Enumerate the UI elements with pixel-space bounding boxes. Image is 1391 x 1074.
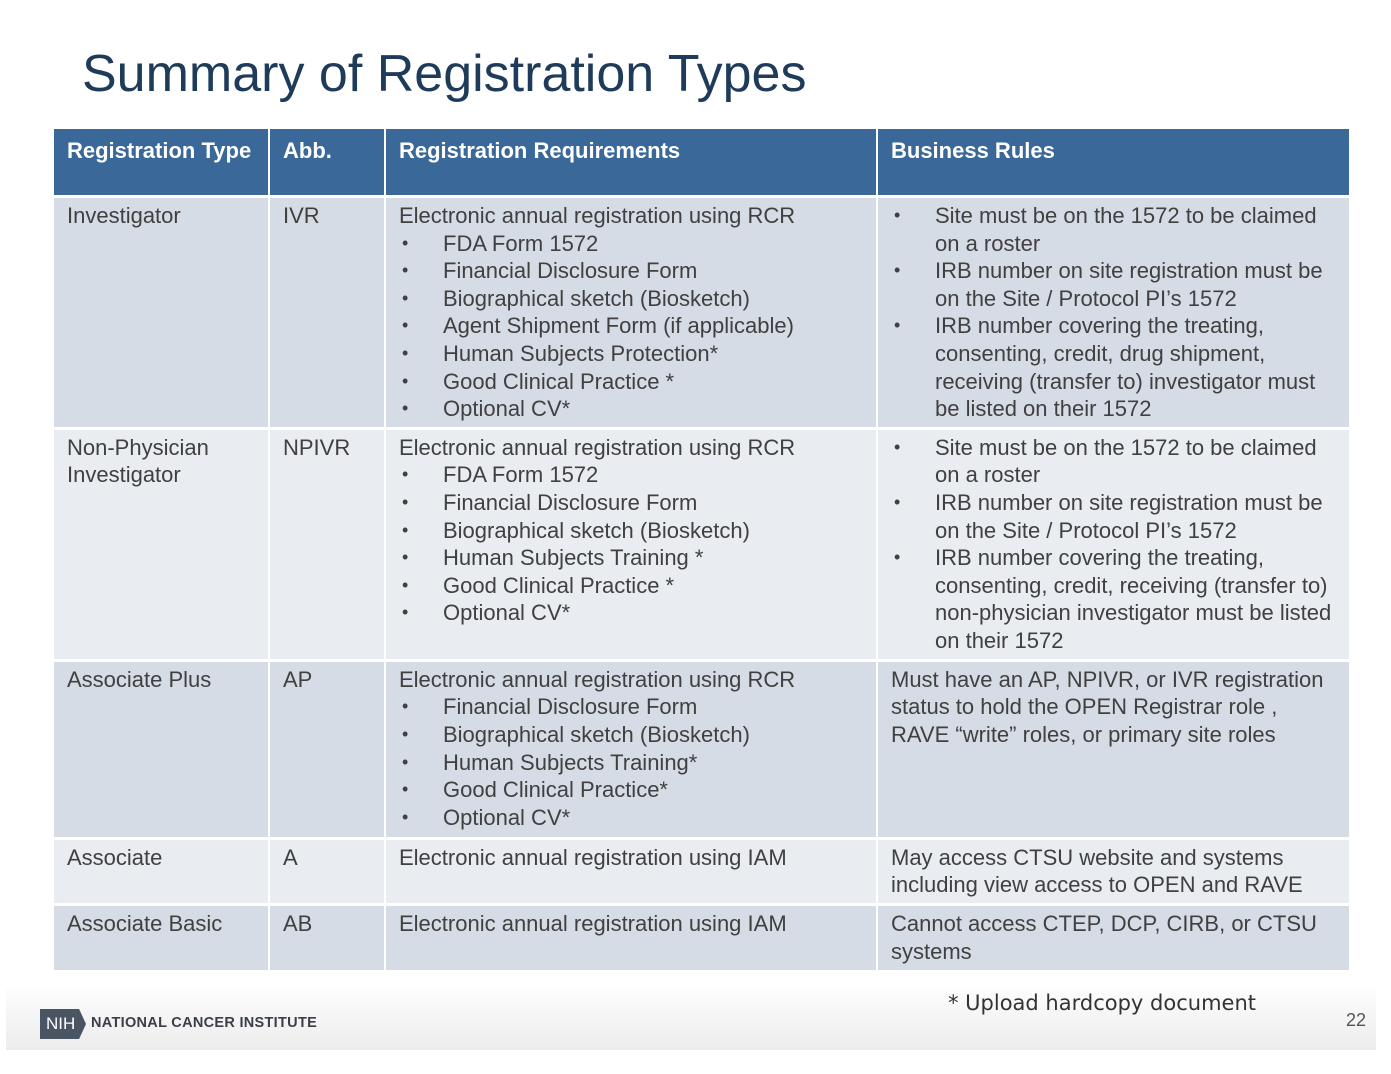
requirement-item: Biographical sketch (Biosketch)	[399, 517, 864, 545]
registration-type: Associate Basic	[54, 905, 268, 970]
requirements-cell: Electronic annual registration using IAM	[386, 905, 876, 970]
requirements-intro: Electronic annual registration using IAM	[399, 910, 787, 936]
requirement-item: Good Clinical Practice *	[399, 368, 864, 396]
nih-logo: NIH	[40, 1009, 86, 1039]
registration-type: Non-Physician Investigator	[54, 429, 268, 659]
requirements-intro: Electronic annual registration using RCR	[399, 203, 796, 228]
requirement-item: Optional CV*	[399, 599, 864, 627]
rule-item: IRB number on site registration must be …	[891, 489, 1337, 544]
requirement-item: Good Clinical Practice*	[399, 776, 864, 804]
rules-list: Site must be on the 1572 to be claimed o…	[891, 434, 1337, 655]
column-header: Registration Type	[54, 129, 268, 195]
requirements-cell: Electronic annual registration using RCR…	[386, 661, 876, 837]
rules-list: Site must be on the 1572 to be claimed o…	[891, 202, 1337, 423]
rule-text: Must have an AP, NPIVR, or IVR registrat…	[891, 666, 1324, 747]
registration-type: Associate	[54, 839, 268, 903]
requirement-item: Financial Disclosure Form	[399, 257, 864, 285]
abbreviation: IVR	[270, 198, 384, 427]
organization: NATIONAL CANCER INSTITUTE	[91, 1015, 318, 1031]
registration-table: Registration Type Abb. Registration Requir…	[52, 126, 1351, 973]
rule-text: May access CTSU website and systems incl…	[891, 844, 1303, 898]
rule-item: IRB number covering the treating, consen…	[891, 544, 1337, 654]
table-row: Investigator IVR Electronic annual registr…	[54, 198, 1349, 427]
requirement-item: Human Subjects Protection*	[399, 340, 864, 368]
requirements-cell: Electronic annual registration using RCR…	[386, 198, 876, 427]
requirements-list: Financial Disclosure FormBiographical sk…	[399, 693, 864, 831]
rules-cell: Must have an AP, NPIVR, or IVR registrat…	[878, 661, 1349, 837]
table-row: Associate A Electronic annual registration…	[54, 839, 1349, 903]
rules-cell: Cannot access CTEP, DCP, CIRB, or CTSU s…	[878, 905, 1349, 970]
requirement-item: Biographical sketch (Biosketch)	[399, 721, 864, 749]
column-header: Abb.	[270, 129, 384, 195]
requirements-cell: Electronic annual registration using IAM	[386, 839, 876, 903]
slide-title: Summary of Registration Types	[82, 45, 807, 103]
requirements-intro: Electronic annual registration using RCR	[399, 666, 796, 692]
requirement-item: Financial Disclosure Form	[399, 693, 864, 721]
column-header: Business Rules	[878, 129, 1349, 195]
abbreviation: AP	[270, 661, 384, 837]
requirement-item: Financial Disclosure Form	[399, 489, 864, 517]
registration-type: Investigator	[54, 198, 268, 427]
page-number: 22	[1346, 1010, 1367, 1030]
rule-item: IRB number on site registration must be …	[891, 257, 1337, 312]
header-row: Registration Type Abb. Registration Requir…	[54, 129, 1349, 195]
requirements-cell: Electronic annual registration using RCR…	[386, 429, 876, 659]
abbreviation: A	[270, 839, 384, 903]
rules-cell: May access CTSU website and systems incl…	[878, 839, 1349, 903]
requirements-list: FDA Form 1572Financial Disclosure FormBi…	[399, 461, 864, 627]
table-body: Investigator IVR Electronic annual registr…	[54, 198, 1349, 970]
footer-band	[6, 988, 1376, 1050]
requirement-item: Biographical sketch (Biosketch)	[399, 285, 864, 313]
requirement-item: Good Clinical Practice *	[399, 572, 864, 600]
requirement-item: FDA Form 1572	[399, 230, 864, 258]
rules-cell: Site must be on the 1572 to be claimed o…	[878, 198, 1349, 427]
footnote: * Upload hardcopy document	[948, 991, 1256, 1015]
requirement-item: Optional CV*	[399, 395, 864, 423]
registration-type: Associate Plus	[54, 661, 268, 837]
rule-item: Site must be on the 1572 to be claimed o…	[891, 434, 1337, 489]
requirements-intro: Electronic annual registration using RCR	[399, 434, 796, 460]
abbreviation: NPIVR	[270, 429, 384, 659]
table-row: Non-Physician Investigator NPIVR Electroni…	[54, 429, 1349, 659]
requirements-intro: Electronic annual registration using IAM	[399, 844, 787, 870]
abbreviation: AB	[270, 905, 384, 970]
rule-item: IRB number covering the treating, consen…	[891, 312, 1337, 422]
table-row: Associate Plus AP Electronic annual regist…	[54, 661, 1349, 837]
rules-cell: Site must be on the 1572 to be claimed o…	[878, 429, 1349, 659]
column-header: Registration Requirements	[386, 129, 876, 195]
requirement-item: Human Subjects Training *	[399, 544, 864, 572]
rule-item: Site must be on the 1572 to be claimed o…	[891, 202, 1337, 257]
requirement-item: Agent Shipment Form (if applicable)	[399, 312, 864, 340]
requirement-item: Optional CV*	[399, 804, 864, 832]
requirement-item: FDA Form 1572	[399, 461, 864, 489]
table-row: Associate Basic AB Electronic annual regis…	[54, 905, 1349, 970]
requirements-list: FDA Form 1572Financial Disclosure FormBi…	[399, 230, 864, 423]
requirement-item: Human Subjects Training*	[399, 749, 864, 777]
rule-text: Cannot access CTEP, DCP, CIRB, or CTSU s…	[891, 910, 1317, 964]
